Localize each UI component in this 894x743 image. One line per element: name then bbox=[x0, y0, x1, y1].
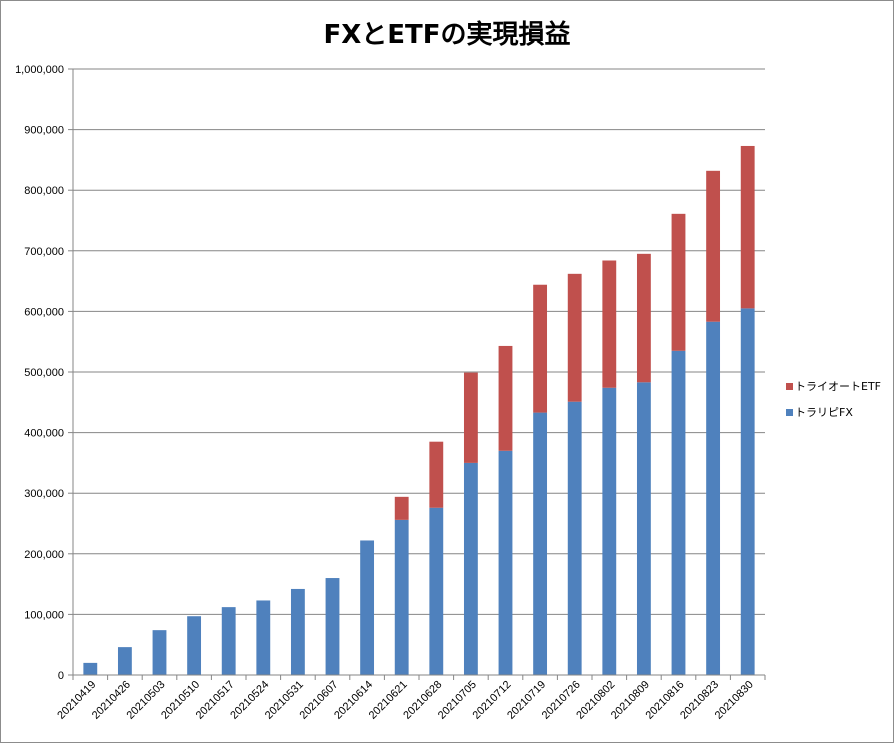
bar-etf bbox=[567, 273, 582, 402]
bar-etf bbox=[602, 260, 617, 388]
y-axis-ticks: 0 100,000 200,000 300,000 400,000 500,000 600,… bbox=[15, 64, 73, 682]
bar-fx bbox=[429, 507, 444, 675]
y-tick-label: 600,000 bbox=[24, 306, 64, 318]
bar-fx bbox=[671, 350, 686, 675]
bar-fx bbox=[221, 607, 236, 675]
legend-label-etf: トライオートETF bbox=[795, 380, 881, 393]
bar-etf bbox=[636, 253, 651, 383]
bar-fx bbox=[740, 308, 755, 675]
bars bbox=[83, 145, 755, 675]
legend: トライオートETF トラリピFX bbox=[786, 376, 881, 428]
y-tick-label: 300,000 bbox=[24, 488, 64, 500]
bar-etf bbox=[671, 213, 686, 351]
y-tick-label: 0 bbox=[58, 670, 64, 682]
bar-fx bbox=[325, 578, 340, 675]
bar-fx bbox=[83, 662, 98, 675]
bar-fx bbox=[394, 519, 409, 675]
bar-fx bbox=[533, 412, 548, 675]
bar-fx bbox=[636, 382, 651, 675]
bar-etf bbox=[463, 372, 478, 463]
bar-etf bbox=[498, 345, 513, 451]
y-tick-label: 400,000 bbox=[24, 428, 64, 440]
legend-swatch-fx bbox=[786, 408, 793, 416]
bar-fx bbox=[152, 630, 167, 675]
bar-fx bbox=[498, 450, 513, 675]
bar-fx bbox=[706, 321, 721, 675]
legend-item-fx: トラリピFX bbox=[786, 402, 881, 422]
bar-fx bbox=[360, 540, 375, 675]
bar-etf bbox=[706, 170, 721, 322]
bar-fx bbox=[187, 616, 202, 675]
y-tick-label: 100,000 bbox=[24, 609, 64, 621]
bar-etf bbox=[740, 145, 755, 309]
legend-item-etf: トライオートETF bbox=[786, 376, 881, 396]
bar-fx bbox=[567, 401, 582, 675]
bar-etf bbox=[394, 496, 409, 520]
bar-fx bbox=[117, 647, 132, 675]
bar-fx bbox=[256, 600, 271, 675]
grid-lines bbox=[73, 68, 765, 615]
bar-fx bbox=[463, 462, 478, 675]
bar-etf bbox=[429, 441, 444, 508]
bar-fx bbox=[290, 588, 305, 675]
bar-etf bbox=[533, 284, 548, 413]
y-tick-label: 900,000 bbox=[24, 125, 64, 137]
y-tick-label: 200,000 bbox=[24, 549, 64, 561]
legend-swatch-etf bbox=[786, 382, 793, 390]
y-tick-label: 800,000 bbox=[24, 185, 64, 197]
bar-fx bbox=[602, 387, 617, 675]
y-tick-label: 1,000,000 bbox=[15, 64, 64, 76]
y-tick-label: 700,000 bbox=[24, 246, 64, 258]
legend-label-fx: トラリピFX bbox=[795, 406, 853, 419]
y-tick-label: 500,000 bbox=[24, 367, 64, 379]
x-axis-ticks: 2021041920210426202105032021051020210517… bbox=[55, 675, 766, 722]
chart-title: FXとETFの実現損益 bbox=[323, 20, 571, 50]
